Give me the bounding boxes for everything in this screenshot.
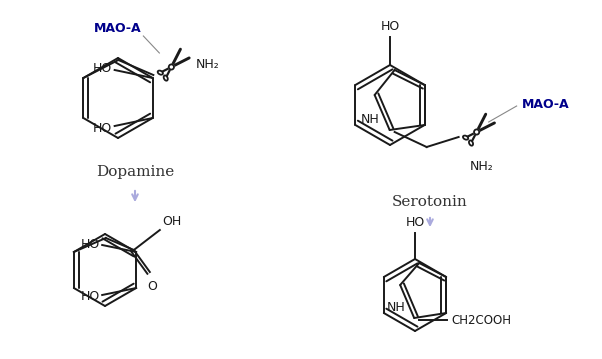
- Text: NH₂: NH₂: [470, 160, 494, 173]
- Text: NH: NH: [360, 113, 379, 126]
- Text: MAO-A: MAO-A: [522, 98, 569, 111]
- Text: HO: HO: [92, 121, 111, 135]
- Ellipse shape: [469, 140, 473, 146]
- Text: O: O: [147, 280, 157, 293]
- Text: HO: HO: [92, 61, 111, 75]
- Text: CH2COOH: CH2COOH: [451, 313, 511, 326]
- Text: Dopamine: Dopamine: [96, 165, 174, 179]
- Ellipse shape: [158, 71, 163, 75]
- Circle shape: [169, 64, 174, 70]
- Text: MAO-A: MAO-A: [94, 22, 141, 35]
- Text: HO: HO: [380, 20, 400, 33]
- Ellipse shape: [164, 75, 168, 81]
- Ellipse shape: [463, 136, 468, 140]
- Circle shape: [474, 129, 479, 135]
- Text: OH: OH: [162, 215, 181, 228]
- Text: NH₂: NH₂: [196, 59, 219, 71]
- Text: Serotonin: Serotonin: [392, 195, 468, 209]
- Text: NH: NH: [387, 301, 406, 314]
- Text: HO: HO: [81, 238, 100, 251]
- Text: HO: HO: [405, 216, 424, 229]
- Text: HO: HO: [81, 289, 100, 303]
